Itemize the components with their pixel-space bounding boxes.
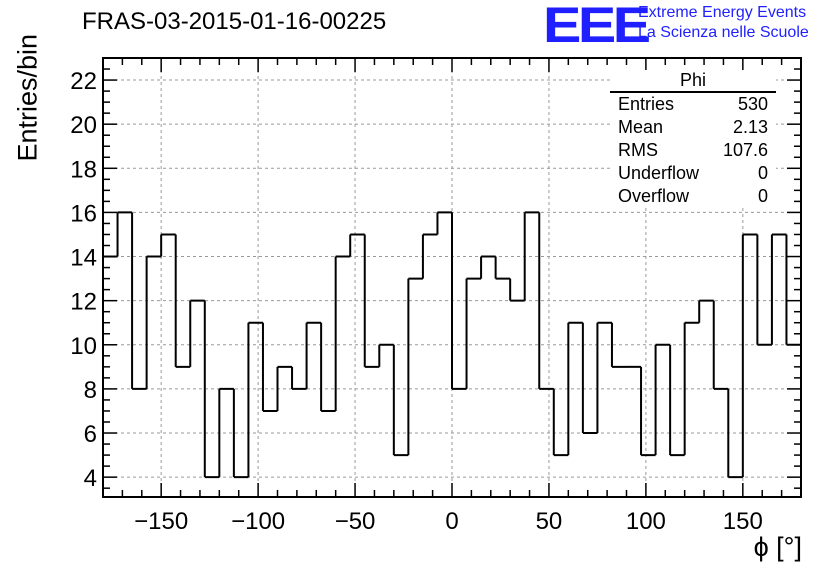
histogram-bin	[247, 321, 263, 478]
x-tick-label: 50	[536, 508, 563, 535]
stats-value: 107.6	[722, 140, 768, 160]
stats-row-mean: Mean 2.13	[610, 116, 776, 139]
histogram-bin	[654, 343, 671, 456]
histogram-bin	[232, 388, 249, 479]
histogram-bin	[291, 366, 307, 390]
y-tick-label: 18	[70, 156, 97, 183]
histogram-bin	[174, 234, 191, 368]
histogram-bin	[741, 233, 758, 478]
histogram-bin	[334, 255, 351, 411]
histogram-bin	[145, 255, 162, 389]
logo-line-1: Extreme Energy Events	[638, 4, 807, 21]
histogram-bin	[131, 212, 147, 390]
histogram-bin	[116, 211, 133, 257]
histogram-bin	[451, 212, 467, 390]
y-tick-label: 10	[70, 333, 97, 360]
y-tick-label: 12	[70, 289, 97, 316]
stats-value: 530	[737, 94, 768, 114]
histogram-bin	[465, 277, 482, 389]
stats-label: Mean	[618, 117, 664, 137]
histogram-bin	[421, 233, 438, 279]
x-tick-label: 0	[445, 508, 458, 535]
stats-label: Overflow	[618, 186, 690, 206]
histogram-bin	[494, 256, 511, 280]
y-tick-label: 14	[70, 245, 97, 272]
histogram-bin	[712, 300, 729, 390]
y-tick-label: 6	[84, 421, 97, 448]
histogram-bin	[276, 365, 293, 411]
histogram-bin	[378, 343, 394, 367]
stats-value: 0	[757, 163, 768, 183]
axis-ticks	[103, 57, 801, 497]
histogram-bin	[436, 211, 452, 235]
y-axis-label: Entries/bin	[12, 33, 43, 162]
histogram-bin	[683, 321, 700, 456]
x-tick-label: −50	[335, 508, 376, 535]
histogram-bin	[261, 322, 278, 412]
histogram-bin	[669, 344, 685, 457]
histogram-bin	[509, 278, 525, 302]
histogram-bin	[538, 212, 554, 390]
stats-value: 0	[757, 186, 768, 206]
histogram-bin	[727, 388, 743, 479]
stats-box: Phi Entries 530 Mean 2.13 RMS 107.6 Unde…	[610, 70, 776, 208]
y-tick-label: 20	[70, 112, 97, 139]
histogram-bin	[305, 321, 322, 389]
histogram-bin	[349, 233, 365, 257]
histogram-bin	[392, 344, 409, 457]
histogram-bin	[523, 211, 540, 301]
eee-logo: EEE	[543, 0, 651, 53]
histogram-bin	[218, 387, 234, 478]
x-tick-label: 150	[723, 508, 763, 535]
chart-title: FRAS-03-2015-01-16-00225	[82, 8, 387, 35]
histogram-bin	[581, 322, 598, 435]
x-tick-label: −150	[134, 508, 188, 535]
histogram-bin	[407, 277, 423, 456]
histogram-bin	[698, 299, 714, 323]
x-tick-label: 100	[626, 508, 666, 535]
histogram-bin	[596, 321, 612, 434]
y-tick-label: 4	[84, 465, 97, 492]
y-tick-label: 8	[84, 377, 97, 404]
y-tick-label: 22	[70, 68, 97, 95]
stats-row-overflow: Overflow 0	[610, 185, 776, 208]
histogram-bin	[610, 322, 627, 368]
stats-label: Entries	[618, 94, 675, 114]
histogram-bin	[567, 321, 583, 456]
histogram-bin	[770, 233, 787, 345]
histogram-bin	[756, 234, 772, 346]
histogram-bin	[363, 234, 380, 368]
stats-label: RMS	[618, 140, 658, 160]
stats-title: Phi	[610, 70, 776, 93]
histogram-bin	[189, 299, 205, 367]
histogram-bin	[552, 388, 569, 457]
stats-label: Underflow	[618, 163, 700, 183]
logo-line-2: La Scienza nelle Scuole	[638, 24, 809, 41]
stats-row-rms: RMS 107.6	[610, 139, 776, 162]
histogram-bin	[160, 233, 176, 257]
tick-labels: −150 −100 −50 0 50 100 150 4 6 8 10 12 14 16 18 20 22	[70, 68, 763, 535]
y-tick-label: 16	[70, 200, 97, 227]
histogram-bin	[320, 322, 336, 412]
stats-row-underflow: Underflow 0	[610, 162, 776, 185]
x-axis-label: ϕ [°]	[753, 532, 802, 562]
histogram-bin	[640, 366, 656, 457]
stats-value: 2.13	[732, 117, 768, 137]
histogram-bin	[480, 255, 496, 279]
histogram-bin	[203, 300, 220, 479]
x-tick-label: −100	[231, 508, 285, 535]
stats-row-entries: Entries 530	[610, 93, 776, 116]
